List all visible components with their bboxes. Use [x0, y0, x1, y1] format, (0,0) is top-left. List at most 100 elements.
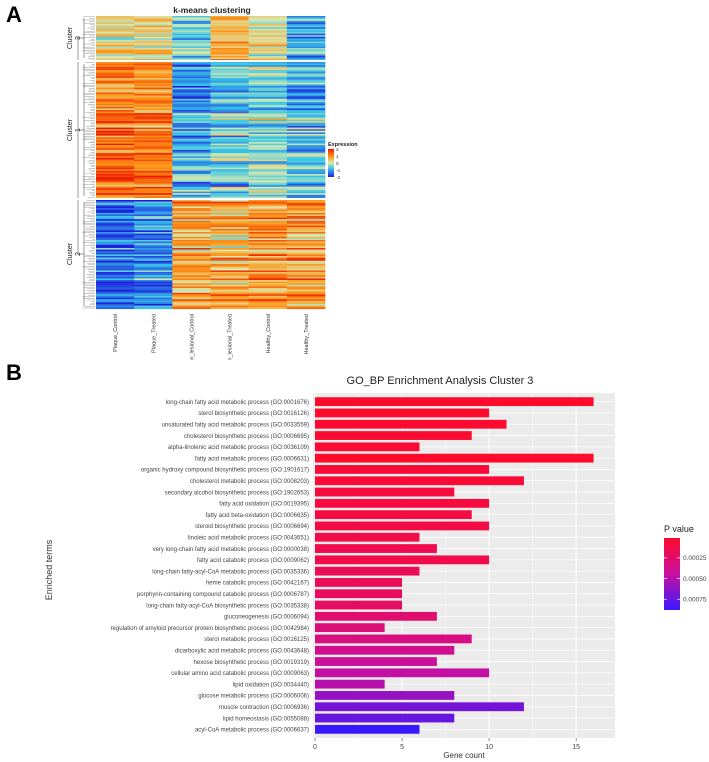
heatmap-cell — [134, 222, 173, 225]
heatmap-cell — [286, 257, 326, 260]
heatmap-cell — [134, 307, 173, 310]
heatmap-cell — [210, 276, 249, 279]
heatmap-cell — [96, 204, 135, 207]
heatmap-cell — [210, 257, 249, 260]
heatmap-cell — [134, 94, 173, 96]
heatmap-cell — [96, 48, 135, 50]
heatmap-cell — [286, 30, 326, 33]
heatmap-cell — [248, 110, 288, 112]
heatmap-cell — [248, 272, 288, 274]
heatmap-cell — [96, 212, 135, 215]
heatmap-cell — [210, 281, 249, 284]
heatmap-cell — [248, 275, 288, 278]
heatmap-cell — [248, 265, 288, 268]
heatmap-cell — [286, 48, 326, 50]
heatmap-cell — [286, 196, 326, 199]
heatmap-cell — [210, 278, 249, 281]
heatmap-cell — [248, 302, 288, 305]
heatmap-cell — [134, 66, 173, 69]
heatmap-cell — [286, 230, 326, 233]
panel-b-label: B — [6, 360, 22, 385]
heatmap-cell — [286, 28, 326, 31]
heatmap-cell — [210, 212, 249, 215]
heatmap-cell — [210, 246, 249, 249]
heatmap-cell — [134, 102, 173, 104]
heatmap-cell — [172, 95, 211, 98]
heatmap-cell — [96, 56, 135, 58]
heatmap-cell — [248, 52, 288, 55]
heatmap-cell — [248, 236, 288, 239]
heatmap-cell — [248, 241, 288, 244]
heatmap-cell — [96, 89, 135, 92]
cluster-label: Cluster1 — [67, 118, 82, 141]
heatmap-cell — [172, 224, 211, 226]
category-label: unsaturated fatty acid metabolic process… — [162, 422, 309, 428]
heatmap-cell — [248, 307, 288, 310]
heatmap-cell — [96, 22, 135, 25]
heatmap-cell — [172, 206, 211, 209]
heatmap-cell — [134, 212, 173, 215]
heatmap-cell — [172, 212, 211, 215]
heatmap-cell — [248, 235, 288, 238]
bar — [315, 532, 420, 542]
category-label: organic hydroxy compound biosynthetic pr… — [141, 468, 309, 474]
heatmap-cells — [76, 16, 327, 310]
heatmap-cell — [134, 252, 173, 255]
heatmap-cell — [134, 49, 173, 52]
heatmap-cell — [248, 137, 288, 140]
heatmap-cell — [210, 291, 249, 294]
heatmap-cell — [248, 76, 288, 79]
heatmap-cell — [96, 283, 135, 286]
heatmap-cell — [96, 46, 135, 49]
heatmap-cell — [248, 220, 288, 223]
bar — [315, 521, 490, 531]
heatmap-cell — [248, 66, 288, 69]
heatmap-cell — [134, 126, 173, 128]
heatmap-cell — [96, 186, 135, 189]
heatmap-cell — [134, 182, 173, 184]
heatmap-cell — [210, 164, 249, 167]
heatmap-cell — [172, 32, 211, 34]
heatmap-cell — [172, 228, 211, 231]
heatmap-cell — [172, 76, 211, 79]
heatmap-cell — [96, 201, 135, 204]
heatmap-cell — [172, 257, 211, 260]
x-tick-label: 10 — [485, 744, 493, 751]
bar — [315, 510, 472, 520]
heatmap-cell — [248, 304, 288, 306]
heatmap-cell — [210, 289, 249, 292]
heatmap-cell — [172, 19, 211, 22]
heatmap-cell — [134, 48, 173, 50]
heatmap-cell — [96, 262, 135, 265]
pvalue-legend-title: P value — [664, 524, 694, 534]
heatmap-cell — [172, 161, 211, 164]
heatmap-cell — [172, 297, 211, 300]
heatmap-cell — [96, 41, 135, 44]
heatmap-cell — [172, 36, 211, 39]
heatmap-cell — [134, 17, 173, 20]
category-label: secondary alcohol biosynthetic process (… — [165, 490, 309, 496]
heatmap-cell — [134, 224, 173, 226]
heatmap-cell — [96, 278, 135, 281]
heatmap-cell — [134, 156, 173, 159]
category-label: lipid oxidation (GO:0034440) — [233, 682, 309, 688]
heatmap-cell — [286, 33, 326, 36]
pvalue-colorbar — [664, 538, 680, 610]
category-label: dicarboxylic acid metabolic process (GO:… — [175, 648, 309, 654]
heatmap-cell — [96, 113, 135, 116]
heatmap-cell — [210, 105, 249, 108]
heatmap-cell — [286, 251, 326, 254]
heatmap-cell — [96, 170, 135, 173]
heatmap-cell — [134, 116, 173, 119]
category-label: heme catabolic process (GO:0042167) — [206, 581, 309, 587]
heatmap-cell — [172, 16, 211, 18]
heatmap-cell — [172, 278, 211, 281]
heatmap-cell — [172, 97, 211, 100]
heatmap-cell — [172, 296, 211, 298]
heatmap-cell — [210, 158, 249, 160]
heatmap-cell — [96, 19, 135, 22]
bar — [315, 691, 455, 700]
heatmap-cell — [248, 28, 288, 31]
heatmap-cell — [172, 194, 211, 197]
heatmap-cell — [172, 241, 211, 244]
